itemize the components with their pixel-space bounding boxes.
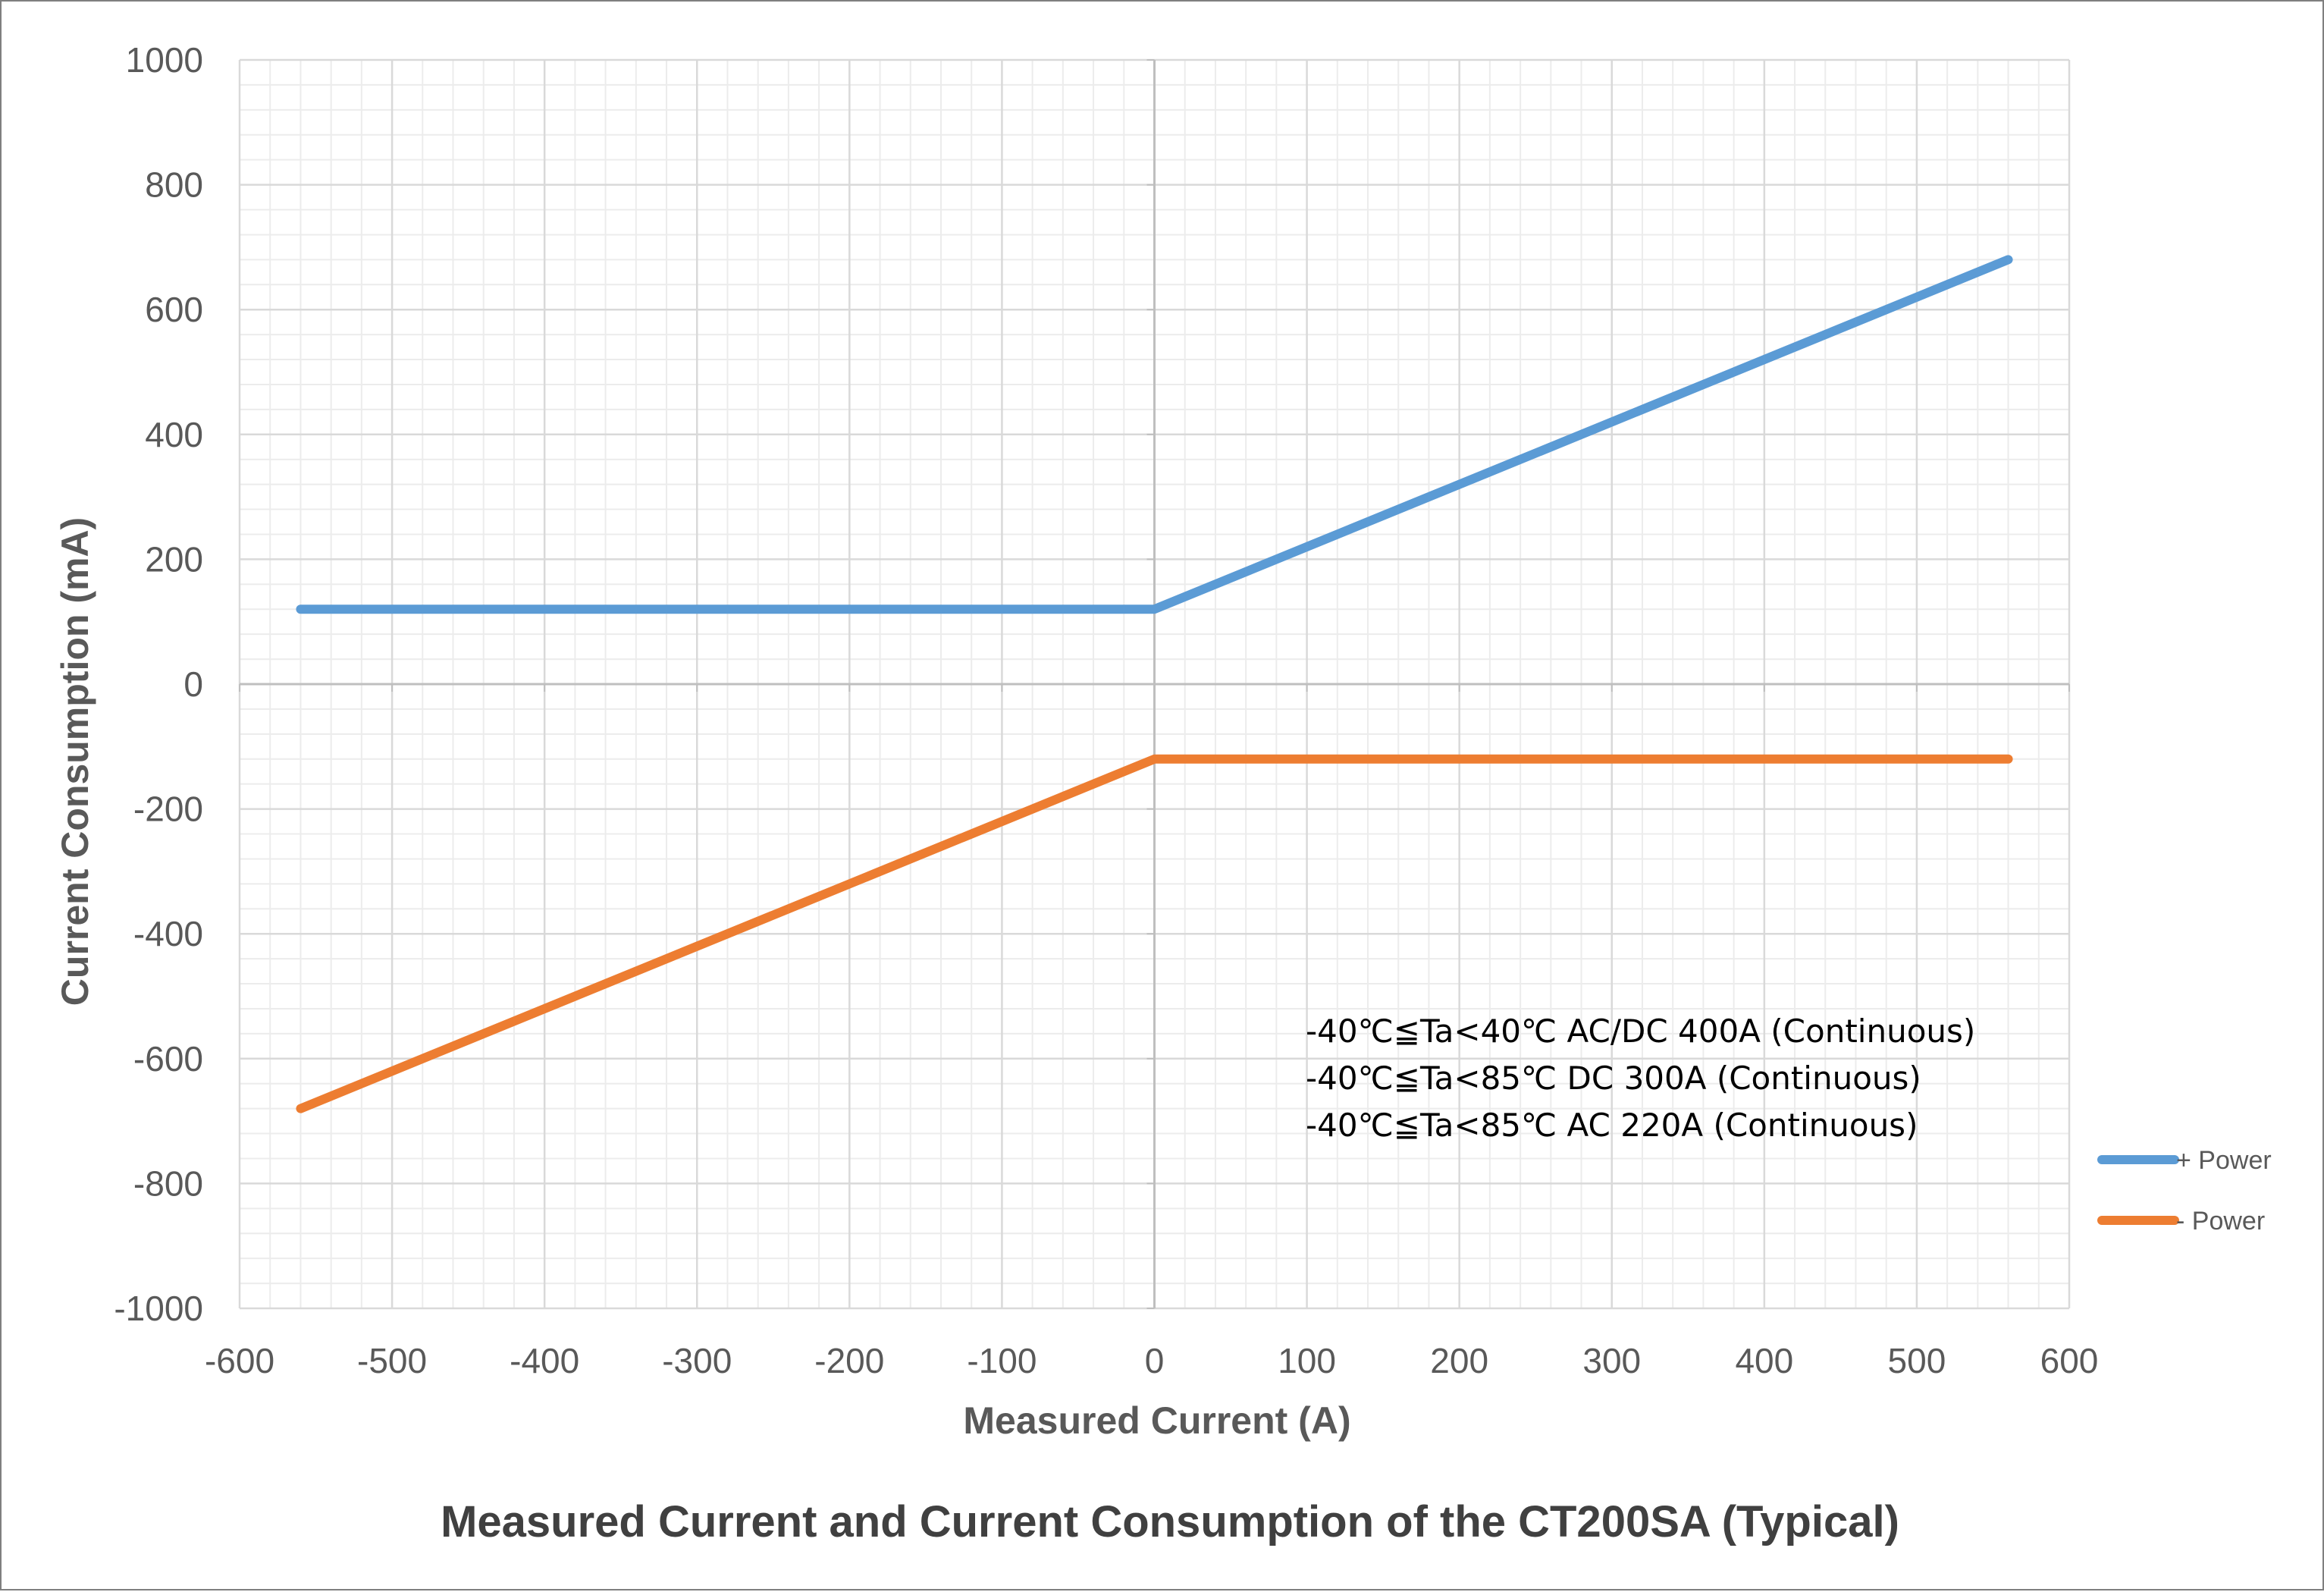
x-tick-label: -500	[357, 1341, 427, 1380]
axes	[239, 59, 2070, 1309]
legend: + Power - Power	[2097, 1146, 2272, 1236]
y-tick-label: -1000	[114, 1289, 203, 1328]
y-tick-label: -800	[133, 1163, 203, 1203]
y-tick-label: 800	[145, 165, 203, 205]
y-tick-label: -200	[133, 790, 203, 829]
chart-title: Measured Current and Current Consumption…	[441, 1497, 1899, 1546]
x-tick-label: -600	[205, 1341, 274, 1380]
y-tick-label: 400	[145, 415, 203, 454]
x-tick-label: 500	[1888, 1341, 1946, 1380]
y-tick-label: 0	[183, 664, 203, 704]
y-tick-label: 200	[145, 539, 203, 579]
annotation-line-2: -40℃≦Ta<85℃ DC 300A (Continuous)	[1306, 1060, 1921, 1097]
series-line-minus-power	[296, 754, 2013, 1113]
x-tick-label: -400	[510, 1341, 579, 1380]
annotation-block: -40℃≦Ta<40℃ AC/DC 400A (Continuous) -40℃…	[1306, 1013, 1975, 1144]
x-tick-label: 200	[1430, 1341, 1488, 1380]
y-axis-title: Current Consumption (mA)	[54, 517, 96, 1006]
y-tick-label: -400	[133, 914, 203, 953]
annotation-line-1: -40℃≦Ta<40℃ AC/DC 400A (Continuous)	[1306, 1013, 1975, 1050]
series-line-plus-power	[296, 255, 2013, 614]
x-tick-label: -100	[967, 1341, 1037, 1380]
y-tick-label: -600	[133, 1039, 203, 1079]
x-tick-label: 600	[2040, 1341, 2099, 1380]
x-tick-label: 400	[1735, 1341, 1793, 1380]
legend-item-minus-power: - Power	[2097, 1207, 2265, 1236]
x-tick-label: -200	[814, 1341, 884, 1380]
legend-item-plus-power: + Power	[2097, 1146, 2272, 1175]
y-tick-label: 600	[145, 290, 203, 329]
x-tick-label: 100	[1278, 1341, 1336, 1380]
legend-label-plus-power: + Power	[2176, 1146, 2272, 1175]
series-layer	[296, 255, 2013, 1113]
legend-label-minus-power: - Power	[2176, 1207, 2265, 1236]
x-tick-label: -300	[662, 1341, 732, 1380]
x-tick-label: 300	[1582, 1341, 1641, 1380]
x-tick-label: 0	[1145, 1341, 1165, 1380]
y-tick-label: 1000	[126, 40, 203, 80]
x-axis-title: Measured Current (A)	[963, 1399, 1350, 1442]
annotation-line-3: -40℃≦Ta<85℃ AC 220A (Continuous)	[1306, 1107, 1918, 1144]
tick-labels: -600 -500 -400 -300 -200 -100 0 100 200 300 400 500…	[114, 40, 2098, 1380]
